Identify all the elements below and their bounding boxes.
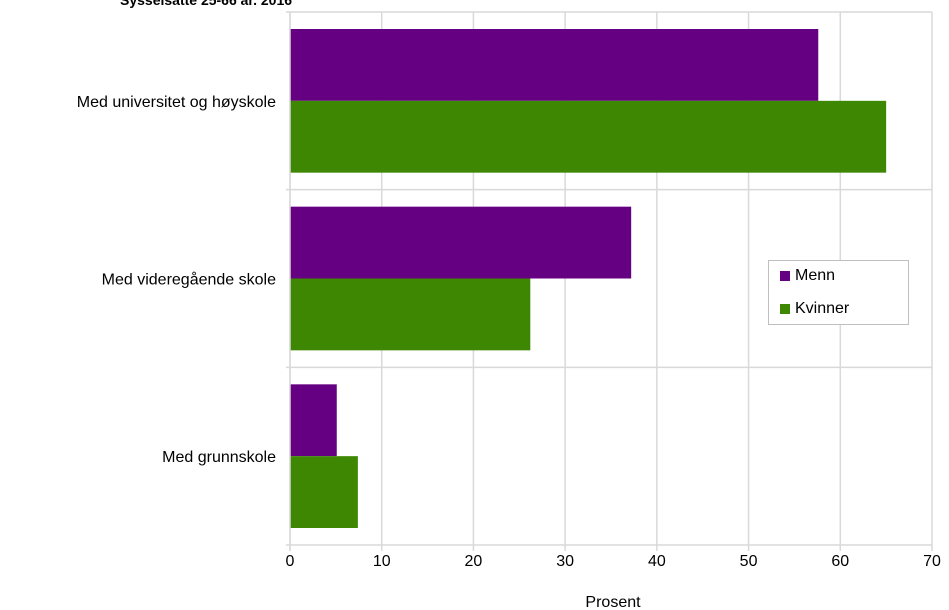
bar-menn-0 <box>290 29 819 101</box>
y-tick-label-0: Med universitet og høyskole <box>77 94 276 111</box>
bars <box>290 29 887 528</box>
legend-item-menn: Menn <box>780 266 836 286</box>
legend-swatch-menn <box>780 271 790 281</box>
x-axis-ticks: 0 10 20 30 40 50 60 70 <box>286 553 941 570</box>
legend-item-kvinner: Kvinner <box>780 299 850 319</box>
legend-label-menn: Menn <box>795 267 836 284</box>
x-tick-label-20: 20 <box>465 553 483 570</box>
legend-label-kvinner: Kvinner <box>795 300 850 317</box>
bar-menn-1 <box>290 206 632 279</box>
y-axis: Med universitet og høyskole Med videregåe… <box>77 12 291 551</box>
x-tick-label-50: 50 <box>740 553 758 570</box>
bar-kvinner-0 <box>290 100 887 173</box>
y-tick-label-2: Med grunnskole <box>162 449 276 466</box>
x-tick-label-0: 0 <box>286 553 295 570</box>
legend-swatch-kvinner <box>780 304 790 314</box>
x-axis-label: Prosent <box>585 594 641 610</box>
x-tick-label-10: 10 <box>373 553 391 570</box>
chart-title: Sysselsatte 25-66 år. 2016 <box>120 0 293 8</box>
y-tick-label-1: Med videregående skole <box>102 271 276 289</box>
x-tick-label-40: 40 <box>648 553 666 570</box>
bar-menn-2 <box>290 384 337 457</box>
x-tick-label-60: 60 <box>831 553 849 570</box>
bar-kvinner-2 <box>290 456 358 528</box>
bar-kvinner-1 <box>290 278 531 351</box>
x-tick-label-30: 30 <box>556 553 574 570</box>
x-tick-label-70: 70 <box>923 553 941 570</box>
chart-legend: Menn Kvinner <box>768 260 909 325</box>
